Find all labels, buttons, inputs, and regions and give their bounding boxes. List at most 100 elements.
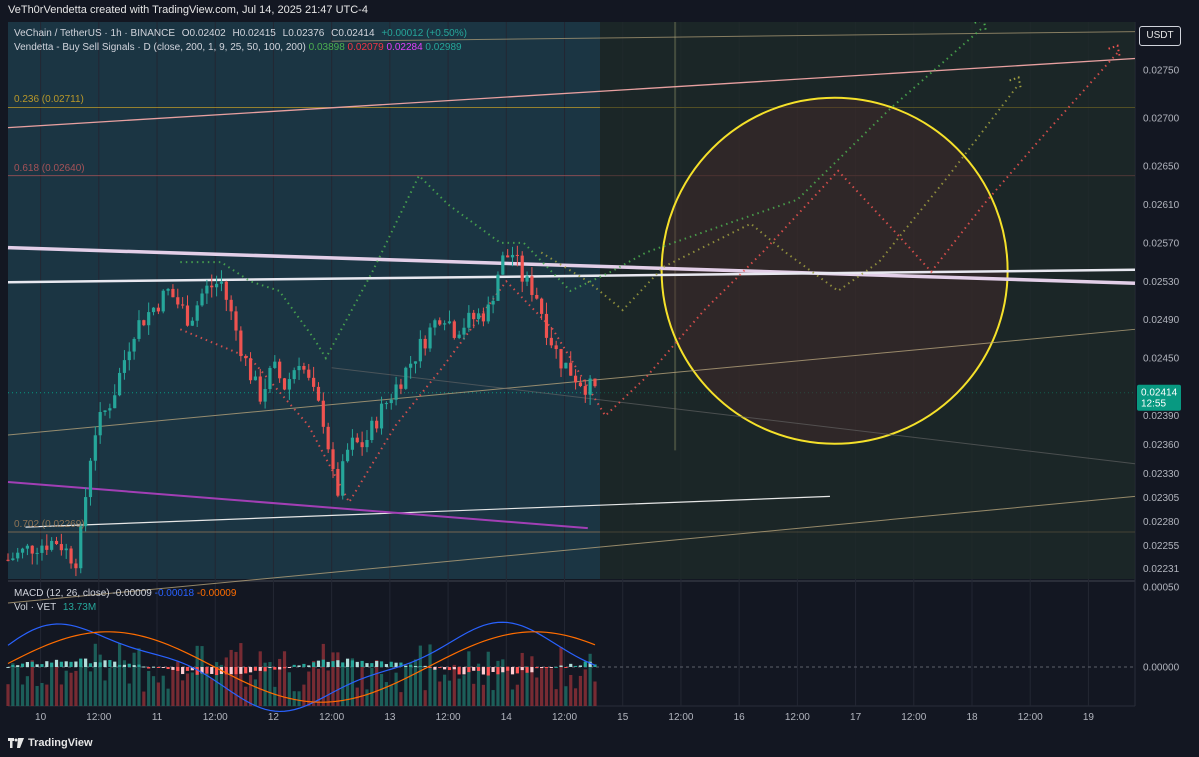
volume-bar bbox=[593, 681, 597, 706]
candle-body bbox=[564, 362, 568, 369]
volume-bar bbox=[69, 672, 73, 706]
volume-bar bbox=[384, 682, 388, 706]
candle-body bbox=[181, 304, 185, 306]
volume-bar bbox=[336, 652, 340, 706]
volume-bar bbox=[122, 660, 127, 706]
macd-legend[interactable]: MACD (12, 26, close) -0.00009 -0.00018 -… bbox=[14, 588, 236, 599]
volume-bar bbox=[457, 678, 461, 706]
trendline-mid-tan bbox=[7, 328, 1136, 436]
macd-histogram-bar bbox=[428, 667, 432, 668]
volume-bar bbox=[103, 680, 107, 706]
macd-histogram-bar bbox=[147, 667, 151, 669]
x-tick-label: 11 bbox=[152, 712, 163, 723]
x-tick-label: 12:00 bbox=[785, 712, 810, 723]
volume-bar bbox=[171, 667, 175, 706]
candle-body bbox=[535, 294, 539, 299]
volume-bar bbox=[6, 684, 10, 706]
macd-values: -0.00009 -0.00018 -0.00009 bbox=[112, 588, 236, 599]
x-tick-label: 12:00 bbox=[901, 712, 926, 723]
macd-histogram-bar bbox=[234, 667, 238, 675]
macd-histogram-bar bbox=[224, 667, 228, 675]
candle-body bbox=[573, 375, 578, 383]
macd-histogram-bar bbox=[171, 667, 175, 670]
macd-histogram-bar bbox=[588, 661, 592, 667]
macd-histogram-bar bbox=[156, 667, 160, 668]
macd-histogram-bar bbox=[413, 666, 418, 668]
y-tick-label: 0.02490 bbox=[1143, 315, 1180, 326]
macd-histogram-bar bbox=[409, 664, 413, 667]
macd-histogram-bar bbox=[278, 667, 282, 670]
candle-body bbox=[355, 437, 359, 443]
highlight-circle-fill bbox=[661, 97, 1008, 444]
volume-bar bbox=[530, 656, 534, 706]
candle-body bbox=[98, 411, 102, 436]
volume-bar bbox=[11, 663, 15, 706]
candle-body bbox=[549, 337, 553, 346]
volume-bar bbox=[544, 667, 549, 706]
candle-body bbox=[127, 351, 131, 361]
macd-histogram-bar bbox=[253, 667, 258, 671]
y-tick-label: 0.02390 bbox=[1143, 411, 1180, 422]
macd-histogram-bar bbox=[399, 662, 403, 667]
macd-histogram-bar bbox=[282, 667, 287, 669]
volume-bar bbox=[379, 674, 384, 706]
indicator-legend[interactable]: Vendetta - Buy Sell Signals · D (close, … bbox=[14, 42, 462, 53]
candle-body bbox=[6, 559, 10, 561]
macd-histogram-bar bbox=[307, 665, 311, 667]
volume-bar bbox=[331, 652, 335, 706]
currency-button[interactable]: USDT bbox=[1139, 26, 1181, 46]
volume-bar bbox=[472, 683, 476, 706]
candle-body bbox=[214, 283, 219, 288]
macd-histogram-bar bbox=[30, 661, 34, 667]
volume-bar bbox=[273, 686, 277, 706]
volume-legend[interactable]: Vol · VET 13.73M bbox=[14, 602, 96, 613]
candle-body bbox=[195, 305, 199, 321]
volume-bar bbox=[278, 658, 282, 706]
y-tick-label: 0.02450 bbox=[1143, 354, 1180, 365]
price-tag bbox=[1137, 384, 1181, 411]
macd-histogram-bar bbox=[496, 667, 500, 675]
candle-body bbox=[84, 497, 88, 527]
macd-histogram-bar bbox=[205, 667, 209, 674]
volume-bar bbox=[253, 679, 258, 706]
macd-histogram-bar bbox=[515, 667, 519, 674]
macd-histogram-bar bbox=[530, 667, 534, 673]
macd-histogram-bar bbox=[438, 667, 442, 669]
macd-histogram-bar bbox=[510, 667, 515, 675]
macd-value: -0.00018 bbox=[151, 588, 195, 599]
macd-histogram-bar bbox=[210, 667, 214, 674]
candle-body bbox=[219, 281, 224, 284]
macd-histogram-bar bbox=[297, 665, 301, 667]
symbol-legend[interactable]: VeChain / TetherUS · 1h · BINANCE O0.024… bbox=[14, 28, 467, 39]
candle-body bbox=[506, 255, 510, 258]
candle-body bbox=[278, 361, 282, 379]
y-tick-label: 0.02255 bbox=[1143, 541, 1180, 552]
candle-body bbox=[409, 363, 413, 368]
volume-bar bbox=[312, 661, 316, 706]
volume-bar bbox=[573, 688, 578, 706]
candle-body bbox=[365, 440, 369, 448]
macd-histogram-bar bbox=[535, 667, 539, 669]
indicator-value: 0.02079 bbox=[344, 42, 384, 53]
candle-body bbox=[297, 365, 301, 371]
volume-bar bbox=[234, 651, 238, 706]
volume-bar bbox=[365, 689, 369, 706]
macd-histogram-bar bbox=[520, 667, 524, 671]
candle-body bbox=[234, 311, 238, 331]
candle-body bbox=[45, 545, 49, 550]
macd-histogram-bar bbox=[331, 661, 335, 667]
trendline-purple bbox=[7, 481, 588, 530]
macd-tick-label: 0.00050 bbox=[1143, 583, 1180, 594]
macd-histogram-bar bbox=[418, 665, 422, 667]
macd-histogram-bar bbox=[79, 658, 83, 667]
volume-bar bbox=[229, 649, 233, 706]
volume-bar bbox=[195, 645, 199, 706]
macd-histogram-bar bbox=[59, 661, 63, 667]
macd-histogram-bar bbox=[113, 661, 117, 667]
tradingview-brand[interactable]: TradingView bbox=[8, 737, 93, 749]
candle-body bbox=[88, 460, 93, 498]
volume-bar bbox=[409, 663, 413, 706]
volume-bar bbox=[476, 663, 481, 706]
candle-body bbox=[559, 349, 563, 369]
candle-body bbox=[113, 395, 117, 409]
